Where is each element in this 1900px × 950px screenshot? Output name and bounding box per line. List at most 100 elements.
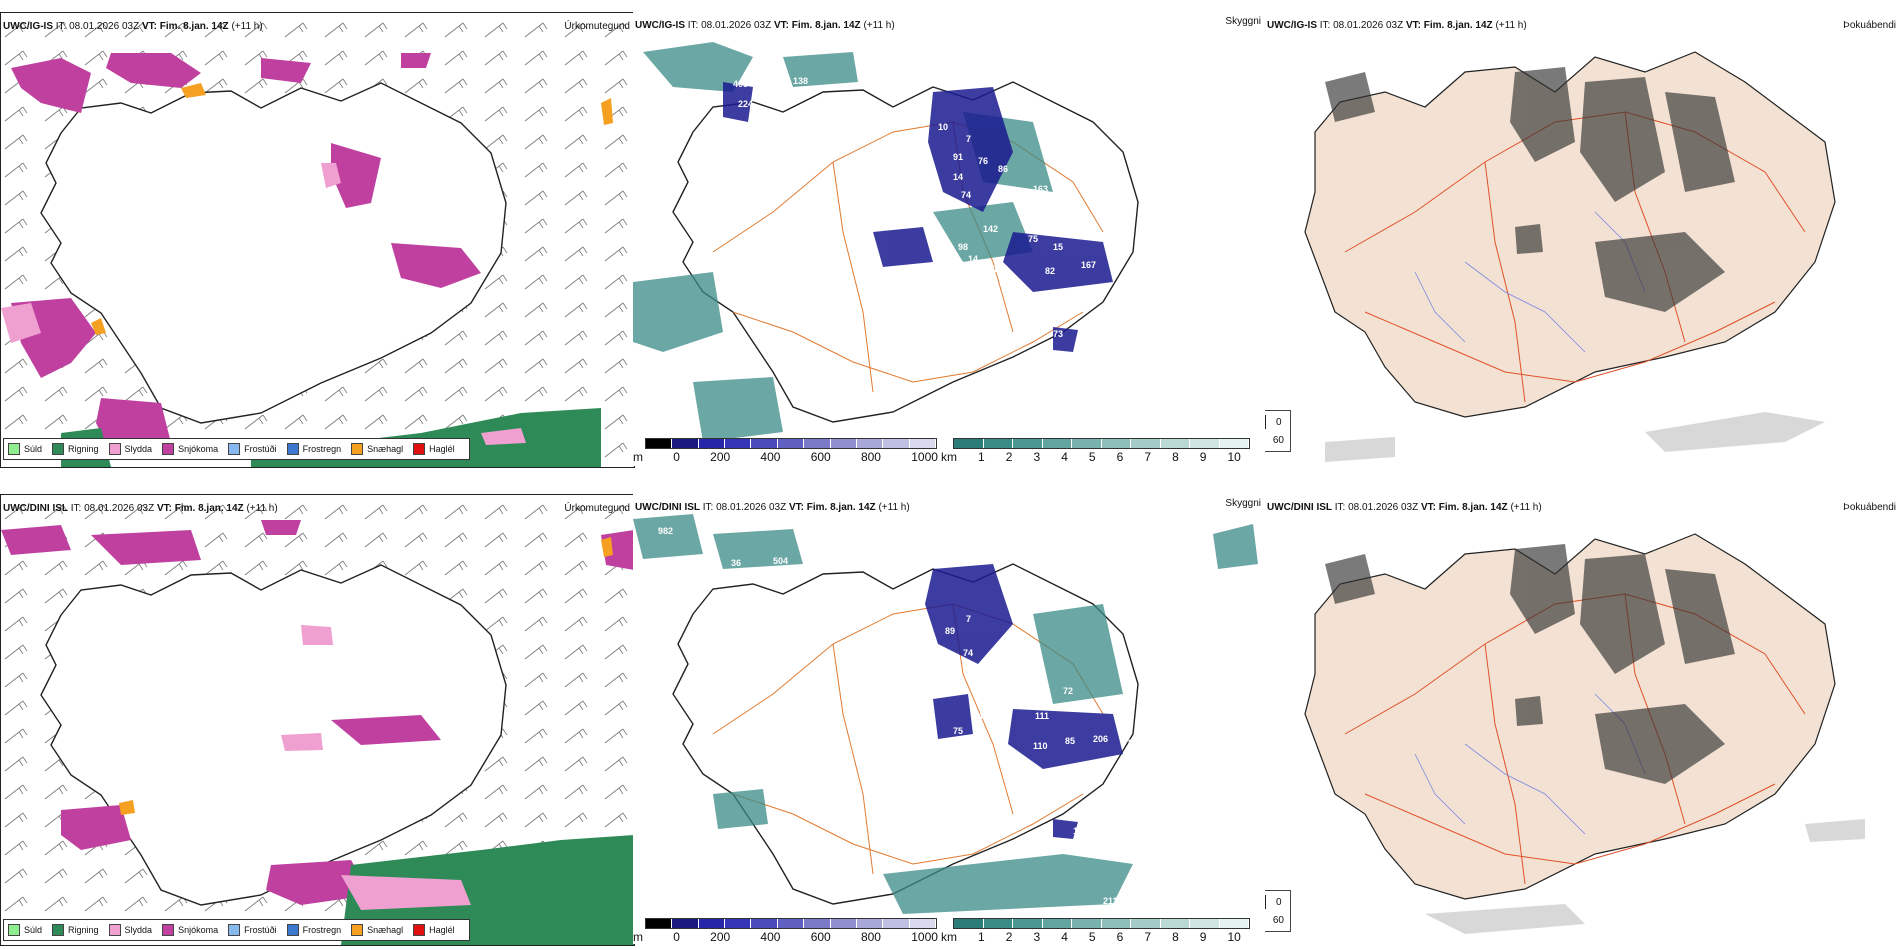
bar-tick: 2 (1005, 930, 1013, 944)
bar-tick: 400 (760, 930, 781, 944)
precip-legend-item: Snæhagl (351, 443, 403, 455)
bar-swatch (751, 439, 778, 448)
cloud-base-areas (723, 82, 1113, 352)
bar-swatch (954, 919, 984, 928)
bar-tick: 800 (860, 930, 881, 944)
bar-swatch (1072, 919, 1102, 928)
fog-map-row1 (1304, 51, 1836, 462)
bar-swatch (983, 439, 1013, 448)
cloud-base-label: 113 (1158, 881, 1173, 891)
sleet-areas (1, 163, 526, 445)
cloud-base-label: 110 (1033, 741, 1048, 751)
bar-swatch (698, 439, 726, 448)
panel-title: Skyggni (1225, 498, 1261, 509)
bar-tick: 6 (1116, 450, 1124, 464)
bar-swatch (1101, 919, 1131, 928)
cloud-base-label: 73 (1053, 329, 1063, 339)
bar-tick: 5 (1088, 450, 1096, 464)
bar-swatch (725, 919, 752, 928)
cloud-base-label: 75 (953, 726, 963, 736)
cloud-base-label: 98 (958, 242, 968, 252)
panel-header: UWC/IG-IS IT: 08.01.2026 03Z VT: Fim. 8.… (635, 20, 895, 31)
legend-swatch (413, 443, 426, 455)
cloud-base-label: 167 (1081, 260, 1096, 270)
cloud-base-label: 85 (1065, 736, 1075, 746)
legend-label: Frostregn (302, 444, 342, 454)
bar-swatch (1042, 439, 1072, 448)
bar-swatch (883, 439, 910, 448)
cloud-panel-row2: 982 970 36 504 99 89 7 74 82 451 75 111 72 110 85 206 71… (633, 494, 1265, 944)
bar-swatch (1160, 919, 1190, 928)
bar-swatch (777, 919, 805, 928)
panel-title: Skyggni (1225, 16, 1261, 27)
bar-swatch (856, 919, 884, 928)
bar-swatch (909, 439, 936, 448)
bar-tick: 4 (1061, 930, 1068, 944)
cloud-base-label: 111 (1035, 711, 1049, 721)
legend-label: Frostúði (244, 925, 277, 935)
bar-tick: 5 (1088, 930, 1096, 944)
bar-swatch (1131, 439, 1161, 448)
bar-tick: 3 (1033, 930, 1041, 944)
cloud-base-label: 231 (763, 74, 778, 84)
panel-title: Úrkomutegund (564, 503, 630, 514)
cloud-panel-row1: 405 231 138 224 10 91 7 76 86 14 74 78 163 142 389 75 15… (633, 12, 1265, 466)
bar-tick: 0 (673, 930, 680, 944)
precip-legend-item: Frostregn (286, 443, 342, 455)
bar-tick: 600 (810, 450, 831, 464)
fog-legend: 0 60 (1265, 890, 1291, 932)
legend-label: Slydda (124, 444, 153, 454)
legend-swatch (162, 443, 175, 455)
bar-tick: 4 (1061, 450, 1068, 464)
precip-legend-item: Súld (8, 443, 42, 455)
fog-panel-row2: UWC/DINI ISL IT: 08.01.2026 03Z VT: Fim.… (1265, 494, 1900, 944)
bar-tick: 0 (673, 450, 680, 464)
legend-swatch (413, 924, 426, 936)
legend-label: Haglél (429, 444, 455, 454)
legend-label: Rigning (68, 444, 99, 454)
panel-title: Þokuábendi (1843, 20, 1896, 31)
bar-tick: 1000 (911, 930, 938, 944)
cloud-base-label: 982 (658, 526, 673, 536)
cloud-base-label: 224 (738, 99, 753, 109)
precip-legend-item: Haglél (413, 924, 455, 936)
precip-legend-item: Haglél (413, 443, 455, 455)
legend-label: Snjókoma (178, 444, 219, 454)
cloud-base-label: 970 (648, 558, 663, 568)
bar-tick: 600 (810, 930, 831, 944)
bar-swatch (1160, 439, 1190, 448)
legend-swatch (8, 924, 20, 936)
fog-legend-bottom: 60 (1272, 914, 1284, 926)
bar-tick: 400 (760, 450, 781, 464)
legend-label: Súld (24, 444, 43, 454)
bar-swatch (830, 919, 857, 928)
bar-swatch (1219, 439, 1249, 448)
cloud-labels: 982 970 36 504 99 89 7 74 82 451 75 111 72 110 85 206 71… (648, 516, 1173, 906)
bar-swatch (672, 439, 699, 448)
legend-label: Frostúði (244, 444, 277, 454)
bar-swatch (1013, 439, 1043, 448)
legend-swatch (52, 924, 65, 936)
bar-unit: km (941, 450, 957, 464)
cloud-base-label: 78 (1008, 194, 1018, 204)
cloud-base-label: 91 (953, 152, 963, 162)
bar-swatch (830, 439, 857, 448)
bar-tick: 200 (710, 930, 731, 944)
legend-label: Slydda (124, 925, 153, 935)
vis-bar (953, 918, 1250, 929)
cloud-base-label: 87 (1128, 738, 1138, 748)
iceland-outline (40, 564, 507, 906)
bar-tick: 200 (710, 450, 731, 464)
bar-swatch (1013, 919, 1043, 928)
cloudbase-bar (645, 438, 937, 449)
snow-areas (1, 520, 634, 905)
precip-legend-item: Rigning (52, 924, 99, 936)
cloud-base-areas (925, 564, 1123, 839)
bar-tick: 9 (1199, 930, 1207, 944)
bar-unit: m (633, 930, 643, 944)
bar-swatch (983, 919, 1013, 928)
legend-swatch (286, 924, 299, 936)
bar-tick: 7 (1144, 450, 1152, 464)
panel-title: Úrkomutegund (564, 21, 630, 32)
bar-tick: 8 (1172, 450, 1179, 464)
